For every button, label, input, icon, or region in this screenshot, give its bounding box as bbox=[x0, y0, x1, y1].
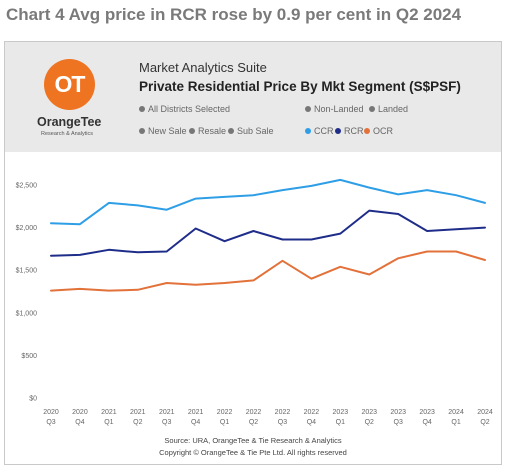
x-tick-label-quarter: Q4 bbox=[75, 419, 84, 426]
x-tick-label-year: 2022 bbox=[275, 409, 291, 416]
x-tick-label-year: 2021 bbox=[130, 409, 146, 416]
filter-new-sale[interactable]: New Sale bbox=[139, 126, 187, 136]
legend-label-ocr: OCR bbox=[373, 126, 393, 136]
x-tick-label-quarter: Q1 bbox=[220, 419, 229, 426]
copyright-note: Copyright © OrangeTee & Tie Pte Ltd. All… bbox=[159, 448, 347, 457]
x-tick-label-year: 2021 bbox=[101, 409, 117, 416]
x-tick-label-year: 2023 bbox=[419, 409, 435, 416]
filter-dot-icon bbox=[305, 106, 311, 112]
x-tick-label-year: 2022 bbox=[304, 409, 320, 416]
filter-dot-icon bbox=[139, 128, 145, 134]
filter-dot-icon bbox=[139, 106, 145, 112]
x-tick-label-year: 2021 bbox=[188, 409, 204, 416]
y-tick-label: $2,000 bbox=[16, 225, 38, 232]
x-tick-label-quarter: Q1 bbox=[336, 419, 345, 426]
series-line-rcr bbox=[50, 209, 486, 257]
filter-landed-label: Landed bbox=[378, 104, 409, 114]
x-tick-label-year: 2022 bbox=[246, 409, 262, 416]
orangetee-logo-icon: OT bbox=[44, 59, 95, 110]
filter-sub-sale-label: Sub Sale bbox=[237, 126, 274, 136]
x-tick-label-quarter: Q1 bbox=[104, 419, 113, 426]
x-tick-label-year: 2020 bbox=[43, 409, 59, 416]
filter-resale-label: Resale bbox=[198, 126, 227, 136]
filter-dot-icon bbox=[189, 128, 195, 134]
series-line-ccr bbox=[50, 178, 486, 226]
x-tick-label-quarter: Q2 bbox=[365, 419, 374, 426]
legend-item-ocr[interactable]: OCR bbox=[364, 126, 393, 136]
x-tick-label-year: 2020 bbox=[72, 409, 88, 416]
x-tick-label-year: 2023 bbox=[333, 409, 349, 416]
filter-districts-label: All Districts Selected bbox=[148, 104, 231, 114]
source-note: Source: URA, OrangeTee & Tie Research & … bbox=[164, 436, 342, 445]
x-tick-label-quarter: Q2 bbox=[480, 419, 489, 426]
legend-swatch-ocr bbox=[364, 128, 370, 134]
x-tick-label-year: 2022 bbox=[217, 409, 233, 416]
filter-landed[interactable]: Landed bbox=[369, 104, 408, 114]
logo-tagline: Research & Analytics bbox=[41, 131, 93, 137]
x-tick-label-year: 2021 bbox=[159, 409, 175, 416]
x-tick-label-quarter: Q4 bbox=[307, 419, 316, 426]
x-tick-label-quarter: Q1 bbox=[451, 419, 460, 426]
dashboard-header: OT OrangeTee Research & Analytics Market… bbox=[5, 42, 501, 152]
filter-non-landed[interactable]: Non-Landed bbox=[305, 104, 364, 114]
y-tick-label: $1,000 bbox=[16, 310, 38, 317]
suite-name: Market Analytics Suite bbox=[139, 60, 267, 75]
legend-item-ccr[interactable]: CCR bbox=[305, 126, 334, 136]
y-tick-label: $500 bbox=[21, 353, 37, 360]
legend-label-ccr: CCR bbox=[314, 126, 334, 136]
logo-name: OrangeTee bbox=[37, 115, 102, 129]
filter-sub-sale[interactable]: Sub Sale bbox=[228, 126, 274, 136]
report-title: Private Residential Price By Mkt Segment… bbox=[139, 79, 461, 94]
x-tick-label-quarter: Q2 bbox=[249, 419, 258, 426]
dashboard-card: OT OrangeTee Research & Analytics Market… bbox=[4, 41, 502, 465]
legend-item-rcr[interactable]: RCR bbox=[335, 126, 364, 136]
legend-swatch-ccr bbox=[305, 128, 311, 134]
filter-new-sale-label: New Sale bbox=[148, 126, 187, 136]
price-line-chart: $0 $500 $1,000 $1,500 $2,000 $2,500 2020 Q3 2020… bbox=[16, 178, 493, 426]
page-title: Chart 4 Avg price in RCR rose by 0.9 per… bbox=[6, 5, 462, 24]
filter-resale[interactable]: Resale bbox=[189, 126, 226, 136]
x-tick-label-year: 2023 bbox=[361, 409, 377, 416]
filter-dot-icon bbox=[369, 106, 375, 112]
x-tick-label-quarter: Q3 bbox=[278, 419, 287, 426]
legend-label-rcr: RCR bbox=[344, 126, 364, 136]
x-tick-label-quarter: Q3 bbox=[394, 419, 403, 426]
x-tick-label-quarter: Q3 bbox=[46, 419, 55, 426]
y-tick-label: $1,500 bbox=[16, 268, 38, 275]
series-line-ocr bbox=[50, 250, 486, 292]
x-tick-label-quarter: Q4 bbox=[191, 419, 200, 426]
filter-districts[interactable]: All Districts Selected bbox=[139, 104, 230, 114]
filter-dot-icon bbox=[228, 128, 234, 134]
y-tick-label: $0 bbox=[29, 396, 37, 403]
x-tick-label-year: 2024 bbox=[477, 409, 493, 416]
x-tick-label-year: 2024 bbox=[448, 409, 464, 416]
x-tick-label-year: 2023 bbox=[390, 409, 406, 416]
x-tick-label-quarter: Q3 bbox=[162, 419, 171, 426]
filter-non-landed-label: Non-Landed bbox=[314, 104, 364, 114]
x-tick-label-quarter: Q2 bbox=[133, 419, 142, 426]
y-tick-label: $2,500 bbox=[16, 183, 38, 190]
legend-swatch-rcr bbox=[335, 128, 341, 134]
x-tick-label-quarter: Q4 bbox=[422, 419, 431, 426]
